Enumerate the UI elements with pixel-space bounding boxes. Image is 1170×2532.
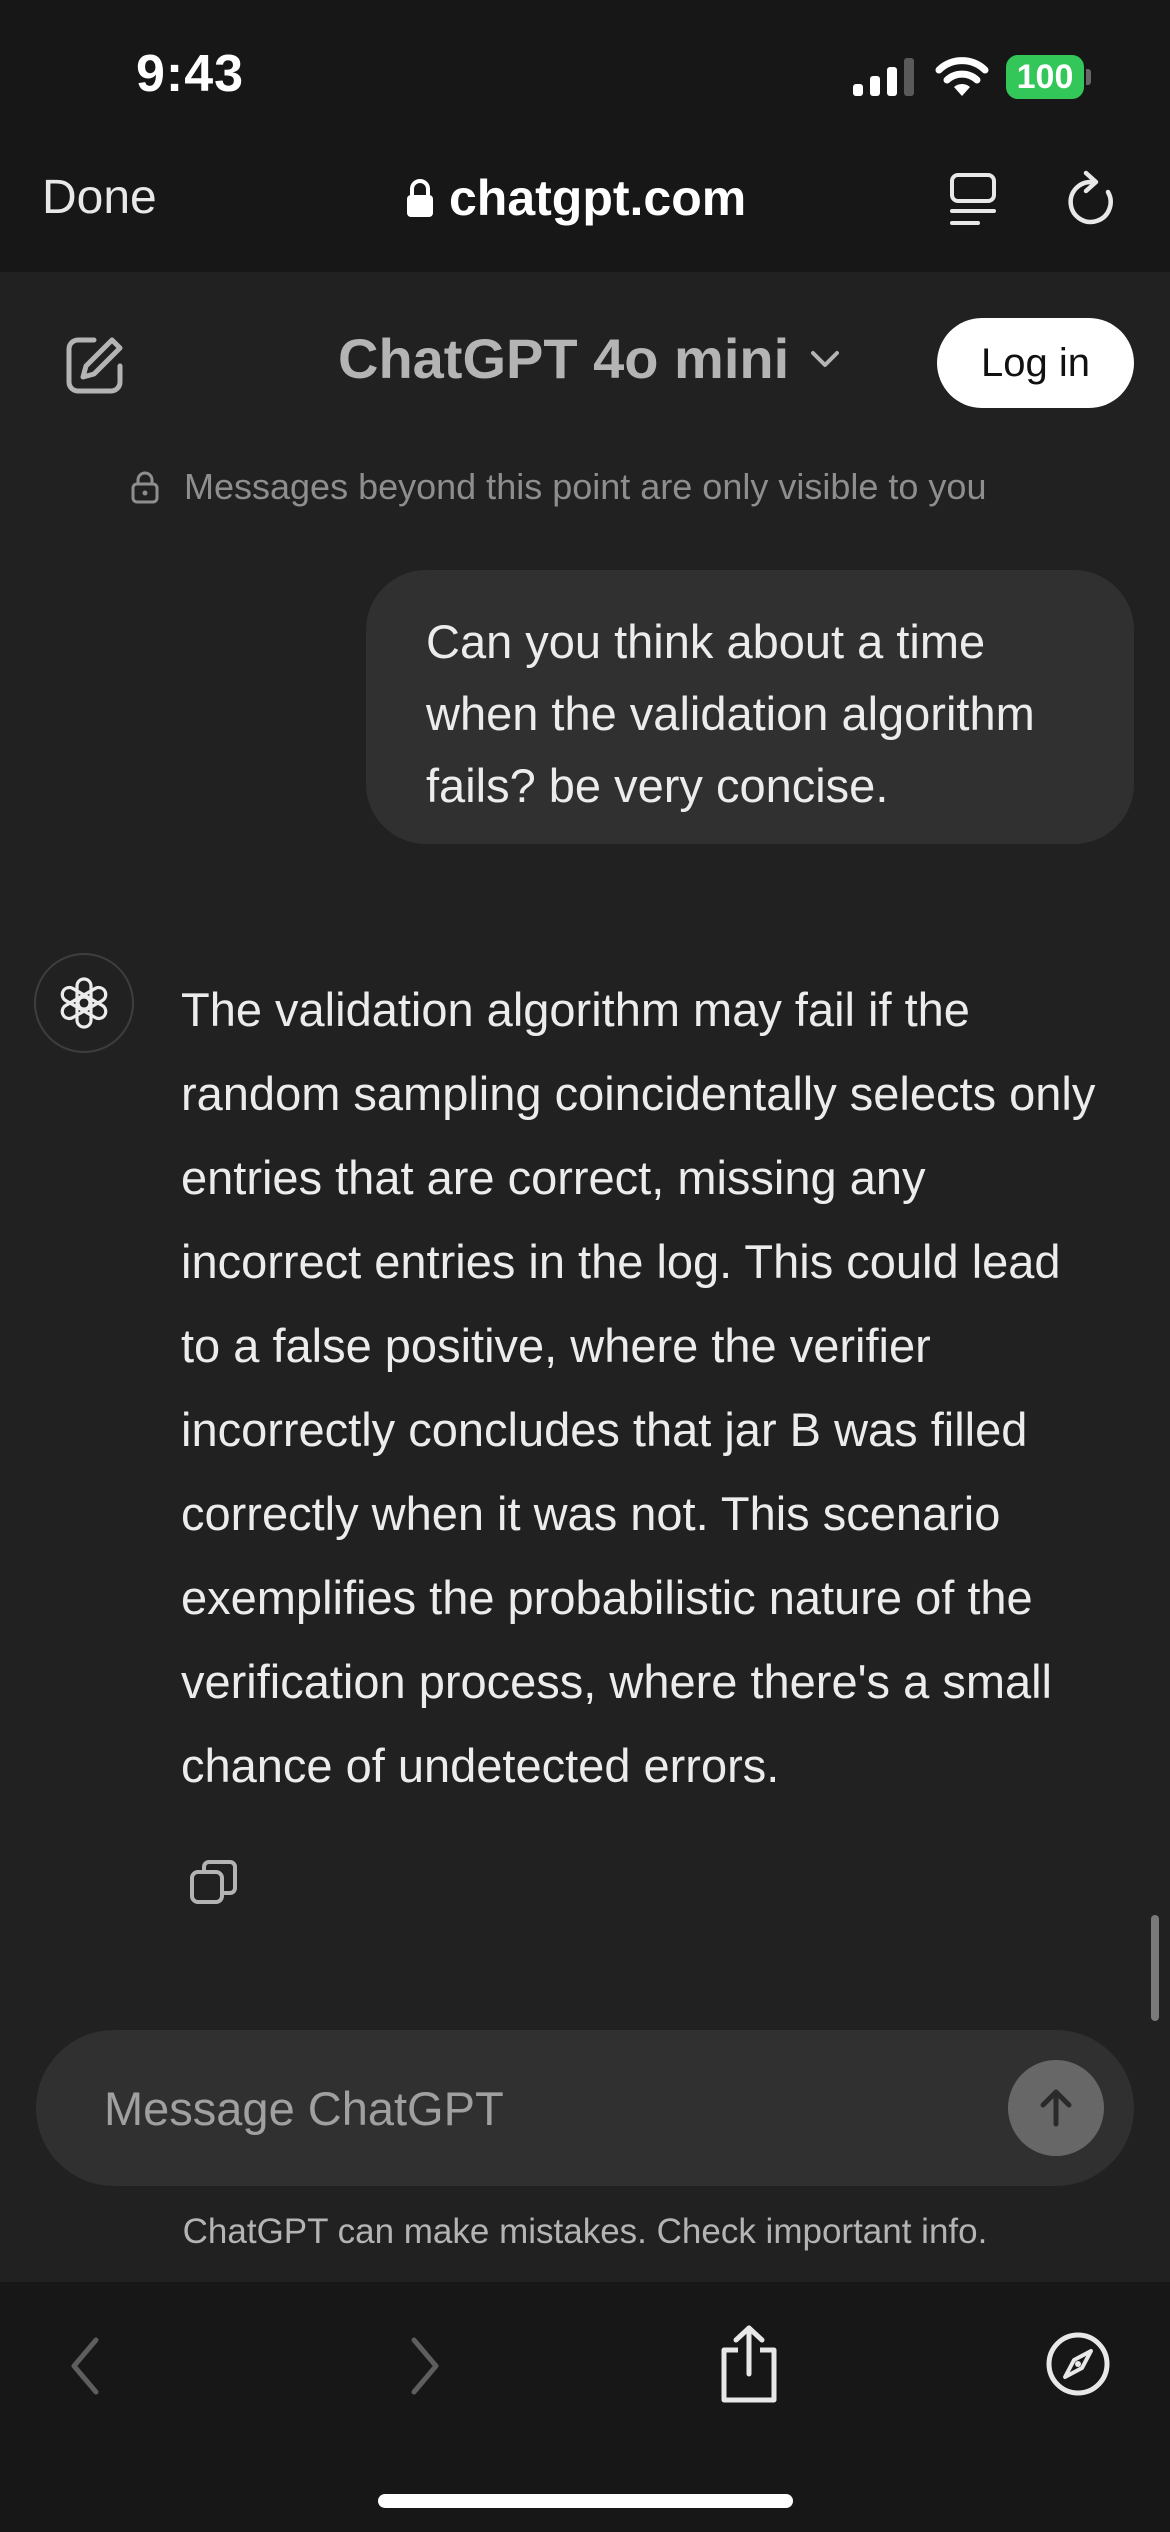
message-composer (36, 2030, 1134, 2186)
forward-icon[interactable] (404, 2334, 444, 2398)
done-button[interactable]: Done (42, 171, 157, 224)
url-bar[interactable]: chatgpt.com (405, 166, 746, 230)
assistant-message-text: The validation algorithm may fail if the… (181, 983, 1096, 1792)
lock-icon (407, 179, 433, 217)
user-message-bubble: Can you think about a time when the vali… (366, 570, 1134, 844)
cellular-signal-icon (853, 58, 914, 96)
login-button[interactable]: Log in (937, 318, 1134, 408)
wifi-icon (935, 57, 989, 96)
privacy-note-text: Messages beyond this point are only visi… (184, 466, 987, 507)
model-selector[interactable]: ChatGPT 4o mini (338, 326, 843, 391)
url-text: chatgpt.com (449, 170, 747, 226)
chevron-down-icon (811, 350, 840, 367)
user-message-text: Can you think about a time when the vali… (426, 615, 1035, 812)
compass-icon[interactable] (1044, 2330, 1112, 2398)
share-icon[interactable] (716, 2324, 782, 2404)
arrow-up-icon (1040, 2089, 1072, 2127)
message-input[interactable] (102, 2078, 962, 2138)
battery-indicator: 100 (1006, 55, 1091, 99)
scrollbar[interactable] (1151, 1915, 1159, 2021)
send-button[interactable] (1008, 2060, 1104, 2156)
privacy-note: Messages beyond this point are only visi… (130, 466, 986, 508)
assistant-avatar (34, 953, 134, 1053)
openai-logo-icon (60, 977, 108, 1029)
browser-bottom-toolbar (0, 2282, 1170, 2532)
reader-icon[interactable] (948, 170, 998, 230)
disclaimer-text: ChatGPT can make mistakes. Check importa… (182, 2212, 988, 2251)
model-name: ChatGPT 4o mini (338, 327, 790, 390)
copy-icon[interactable] (188, 1856, 240, 1908)
reload-icon[interactable] (1064, 170, 1120, 230)
back-icon[interactable] (66, 2334, 106, 2398)
new-chat-icon[interactable] (64, 334, 126, 396)
lock-icon (131, 471, 159, 504)
status-time: 9:43 (136, 45, 245, 103)
home-indicator[interactable] (378, 2494, 793, 2508)
battery-level: 100 (1016, 58, 1074, 96)
browser-top-bar: 9:43 100 Done chatgpt.com (0, 0, 1170, 272)
